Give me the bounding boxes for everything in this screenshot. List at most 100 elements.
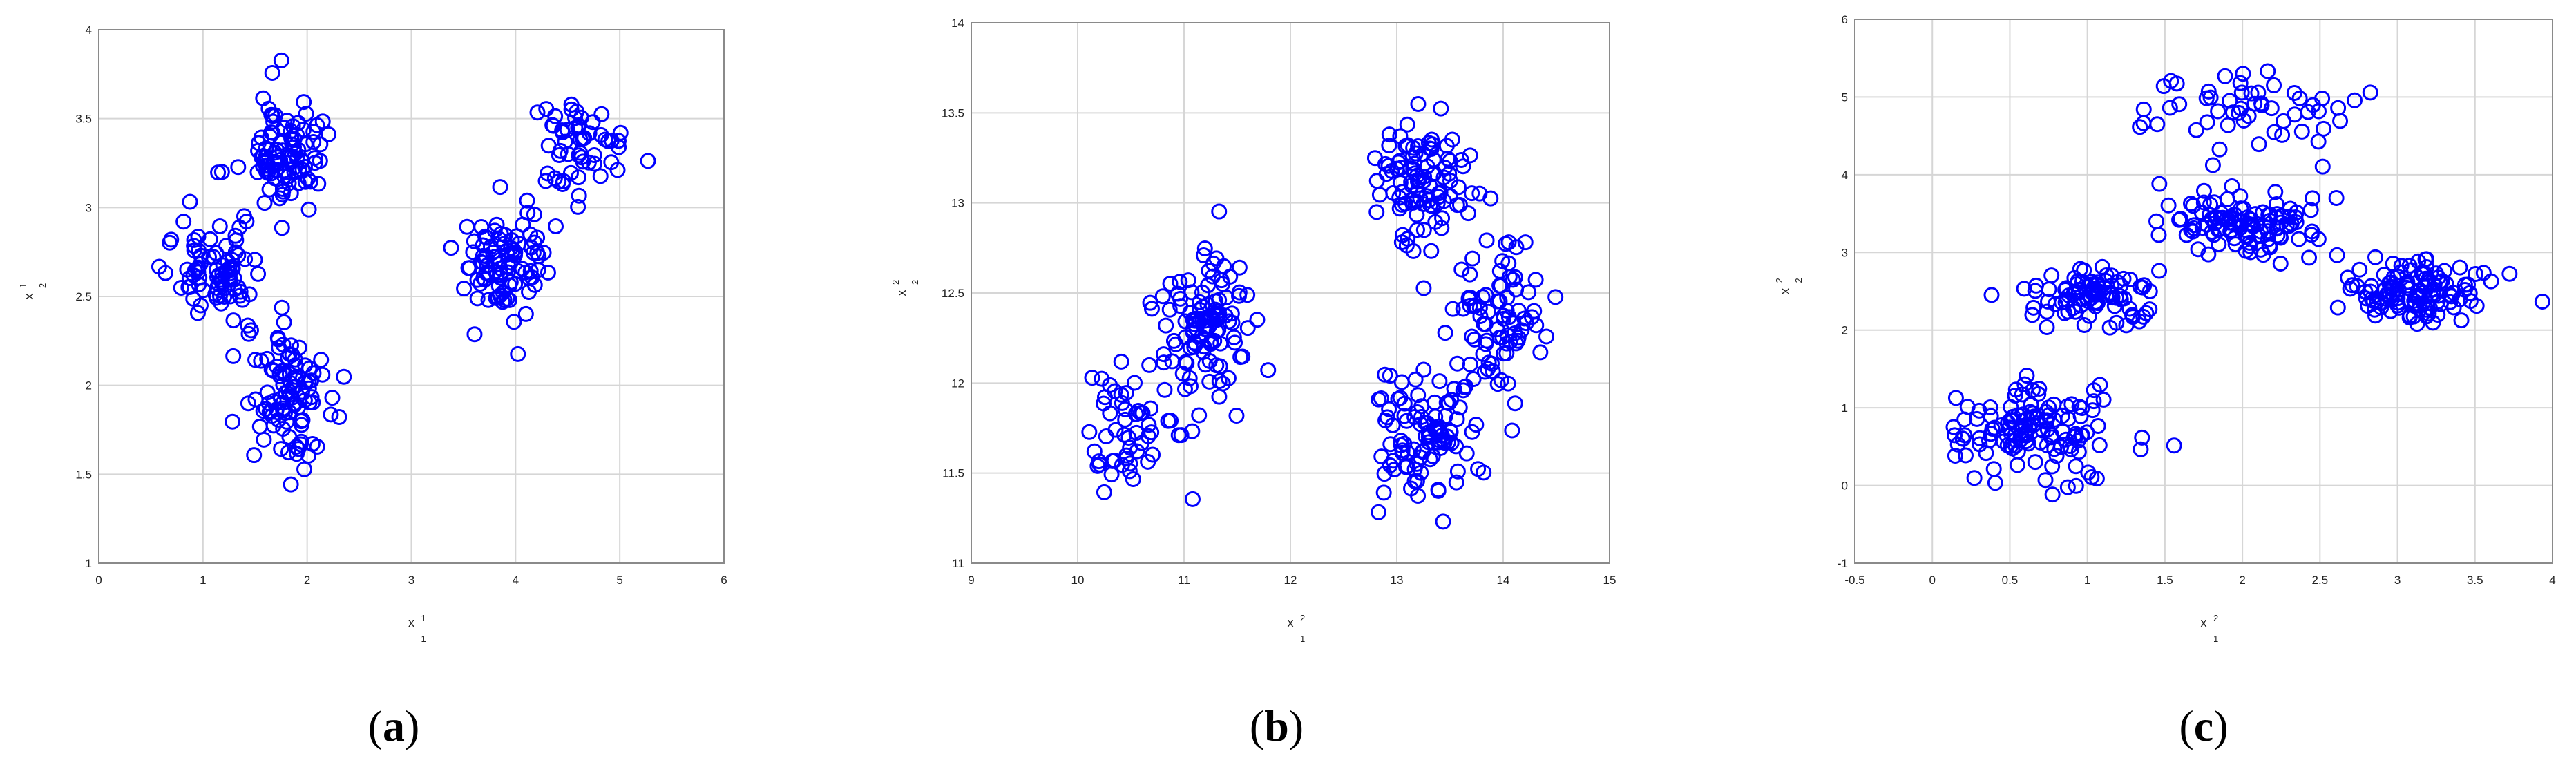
data-point xyxy=(526,234,543,251)
data-point xyxy=(1154,288,1171,305)
data-point xyxy=(1415,222,1432,238)
y-tick-label: 1 xyxy=(1842,401,1848,415)
data-point xyxy=(1504,422,1520,439)
x-tick-label: 15 xyxy=(1603,574,1616,587)
data-point xyxy=(1393,433,1409,449)
data-point xyxy=(285,379,301,395)
data-point xyxy=(241,286,258,303)
data-point xyxy=(1125,471,1141,488)
x-axis-label: x xyxy=(408,616,414,629)
data-point xyxy=(163,231,180,248)
data-point xyxy=(1448,438,1464,455)
data-point xyxy=(1218,290,1234,306)
data-point xyxy=(1415,444,1431,460)
x-tick-label: 3 xyxy=(408,574,414,587)
caption-close-paren: ) xyxy=(405,701,419,750)
data-point xyxy=(1433,100,1449,117)
data-point xyxy=(240,325,257,342)
data-point xyxy=(1983,287,2000,303)
data-point xyxy=(2346,92,2363,108)
data-point xyxy=(2101,319,2118,336)
data-point xyxy=(2068,477,2084,494)
x-tick-label: 0.5 xyxy=(2002,574,2019,587)
data-point xyxy=(2133,441,2149,457)
data-point xyxy=(2305,190,2321,207)
data-point xyxy=(1390,390,1406,407)
x-tick-label: 3.5 xyxy=(2467,574,2483,587)
panel-caption: (c) xyxy=(2179,701,2228,750)
data-point xyxy=(2262,207,2278,223)
caption-close-paren: ) xyxy=(2213,701,2228,750)
data-point xyxy=(1409,222,1425,238)
data-point xyxy=(1177,354,1194,370)
y-axis-label-group: x2 2 xyxy=(890,280,920,296)
data-point xyxy=(1172,274,1188,290)
data-point xyxy=(492,179,508,196)
data-point xyxy=(2027,283,2043,299)
data-point xyxy=(1141,357,1158,373)
data-point xyxy=(1382,368,1398,384)
data-point xyxy=(1117,401,1134,417)
data-point xyxy=(294,162,311,178)
data-point xyxy=(173,280,189,296)
data-point xyxy=(1103,466,1120,483)
data-point xyxy=(1398,413,1415,429)
data-point xyxy=(1181,370,1198,386)
data-point xyxy=(2421,299,2438,316)
data-point xyxy=(1394,227,1411,243)
data-point xyxy=(1424,198,1441,215)
data-point xyxy=(519,192,535,209)
data-point xyxy=(1432,439,1449,456)
data-point xyxy=(1156,381,1173,398)
caption-open-paren: ( xyxy=(1250,701,1264,750)
data-point xyxy=(1464,250,1481,267)
y-axis-label-subscript: 2 xyxy=(1793,278,1804,283)
data-point xyxy=(226,270,242,287)
data-point xyxy=(557,133,573,150)
plot-frame xyxy=(98,29,725,564)
data-point xyxy=(293,413,309,430)
data-point xyxy=(1381,126,1397,143)
x-tick-label: 1 xyxy=(200,574,206,587)
data-point xyxy=(1494,253,1511,269)
data-point xyxy=(1424,166,1441,182)
data-point xyxy=(2222,93,2238,109)
data-point xyxy=(1210,303,1226,320)
data-point xyxy=(2260,223,2276,240)
data-point xyxy=(1118,385,1134,401)
data-point xyxy=(2232,75,2249,91)
data-point xyxy=(2310,133,2327,150)
y-tick-label: 1 xyxy=(86,557,92,570)
data-point xyxy=(554,124,571,140)
data-point xyxy=(246,447,263,464)
data-point xyxy=(2044,458,2061,475)
data-point xyxy=(1140,453,1156,470)
x-tick-label: 2 xyxy=(2239,574,2245,587)
y-tick-label: 4 xyxy=(86,23,92,37)
data-point xyxy=(1480,303,1496,320)
data-point xyxy=(1510,303,1527,319)
x-tick-label: 11 xyxy=(1178,574,1190,587)
data-point xyxy=(1120,430,1137,446)
data-point xyxy=(211,218,228,235)
data-point xyxy=(2135,115,2152,131)
data-point xyxy=(2135,101,2152,117)
data-point xyxy=(1442,188,1459,205)
data-point xyxy=(1113,353,1129,370)
data-point xyxy=(2332,113,2349,129)
data-point xyxy=(2044,486,2061,503)
y-tick-label: 12 xyxy=(951,377,964,390)
data-point xyxy=(487,249,504,265)
data-point xyxy=(1464,328,1480,345)
data-point xyxy=(2160,197,2177,214)
data-point xyxy=(313,352,330,368)
y-tick-label: 3 xyxy=(1842,246,1848,259)
x-tick-label: 9 xyxy=(968,574,974,587)
data-point xyxy=(324,390,341,406)
data-point xyxy=(1467,331,1483,348)
data-point xyxy=(2135,279,2151,296)
data-point xyxy=(2235,66,2251,82)
data-point xyxy=(469,290,486,307)
data-point xyxy=(1947,390,1964,406)
data-point xyxy=(1392,175,1409,191)
